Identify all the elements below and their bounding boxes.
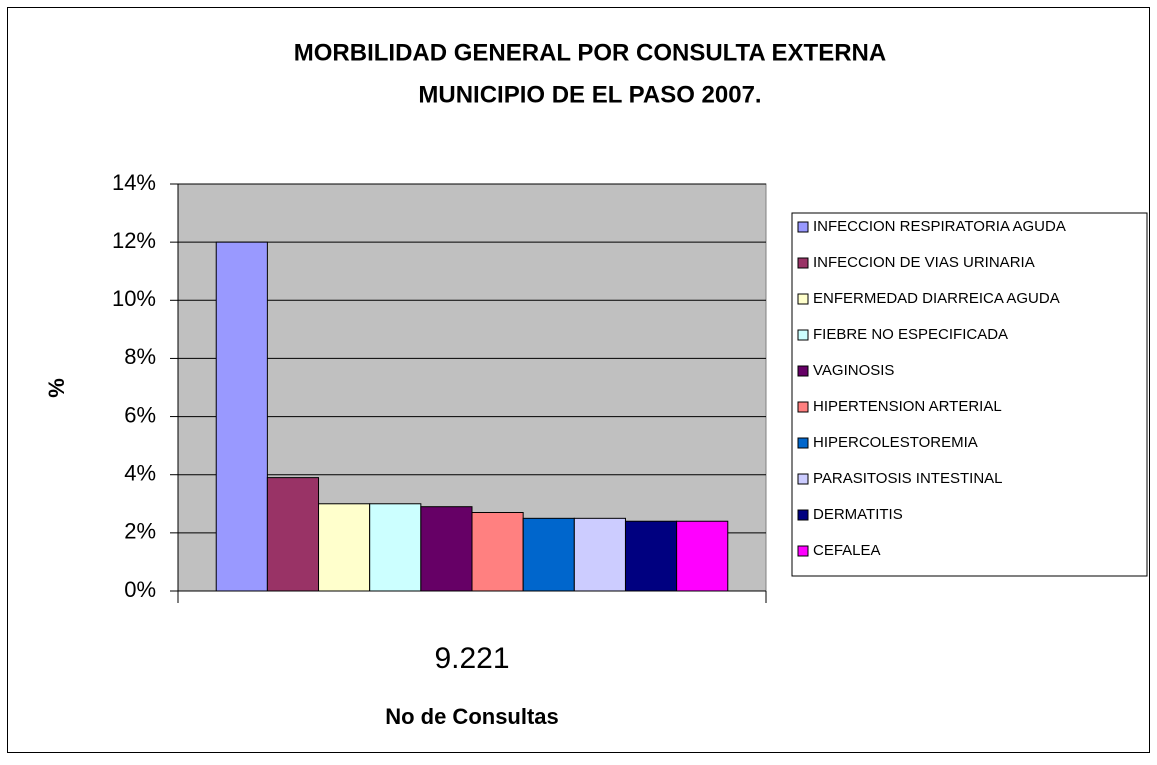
bar	[676, 520, 729, 592]
legend-swatch	[797, 293, 809, 305]
legend-label: INFECCION DE VIAS URINARIA	[813, 254, 1035, 271]
bar	[522, 517, 575, 592]
legend-label: PARASITOSIS INTESTINAL	[813, 470, 1003, 487]
bar	[573, 517, 626, 592]
bar	[215, 241, 268, 592]
y-tick-label: 4%	[124, 461, 156, 486]
chart-title: MORBILIDAD GENERAL POR CONSULTA EXTERNA	[294, 39, 886, 66]
legend-swatch	[797, 437, 809, 449]
bar	[266, 477, 320, 592]
chart-subtitle: MUNICIPIO DE EL PASO 2007.	[418, 81, 761, 108]
bar	[420, 506, 473, 592]
legend-swatch	[797, 545, 809, 557]
y-tick-label: 2%	[124, 519, 156, 544]
y-tick-label: 0%	[124, 577, 156, 602]
bar	[471, 512, 524, 592]
legend-label: VAGINOSIS	[813, 362, 894, 379]
legend-label: HIPERCOLESTOREMIA	[813, 434, 978, 451]
legend-label: HIPERTENSION ARTERIAL	[813, 398, 1002, 415]
legend-label: CEFALEA	[813, 542, 881, 559]
y-tick-label: 10%	[112, 286, 156, 311]
y-tick-label: 14%	[112, 170, 156, 195]
legend-label: FIEBRE NO ESPECIFICADA	[813, 326, 1008, 343]
legend-swatch	[797, 401, 809, 413]
x-axis-label: No de Consultas	[385, 704, 559, 729]
legend-swatch	[797, 257, 809, 269]
bar	[624, 520, 678, 592]
bar	[369, 503, 422, 592]
legend-swatch	[797, 329, 809, 341]
legend-swatch	[797, 473, 809, 485]
legend-swatch	[797, 365, 809, 377]
legend-swatch	[797, 509, 809, 521]
legend-label: ENFERMEDAD DIARREICA AGUDA	[813, 290, 1060, 307]
y-tick-label: 6%	[124, 402, 156, 427]
bar	[318, 503, 371, 592]
y-tick-label: 12%	[112, 228, 156, 253]
legend-box	[791, 212, 1148, 577]
legend-label: DERMATITIS	[813, 506, 903, 523]
legend-label: INFECCION RESPIRATORIA AGUDA	[813, 218, 1066, 235]
x-tick-label: 9.221	[434, 642, 509, 675]
y-axis-label: %	[44, 378, 69, 398]
y-tick-label: 8%	[124, 344, 156, 369]
legend-swatch	[797, 221, 809, 233]
